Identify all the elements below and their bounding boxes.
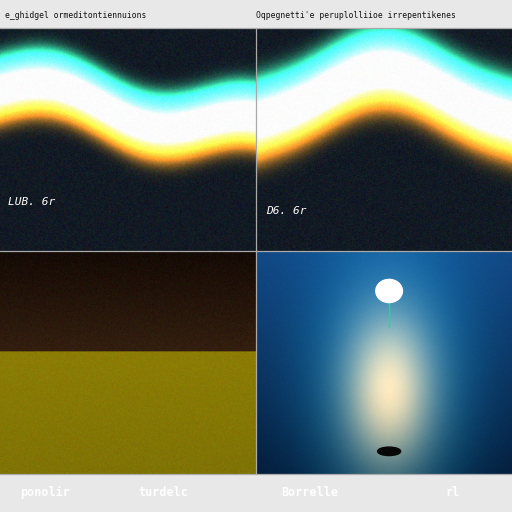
Text: e_ghidgel ormeditontiennuions: e_ghidgel ormeditontiennuions: [5, 11, 146, 20]
Text: turdelc: turdelc: [138, 486, 188, 499]
Text: rl: rl: [445, 486, 460, 499]
Text: Oqpegnetti'e peruplolliioe irrepentikenes: Oqpegnetti'e peruplolliioe irrepentikene…: [256, 11, 456, 20]
Text: Borrelle: Borrelle: [282, 486, 338, 499]
Ellipse shape: [377, 447, 400, 456]
Circle shape: [376, 280, 402, 303]
Text: D6. 6r: D6. 6r: [266, 206, 307, 216]
Text: ponolir: ponolir: [20, 486, 70, 499]
Text: LUB. 6r: LUB. 6r: [8, 197, 55, 207]
